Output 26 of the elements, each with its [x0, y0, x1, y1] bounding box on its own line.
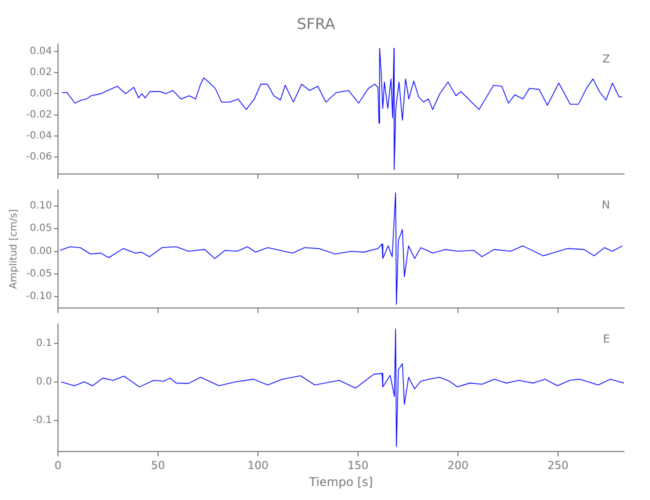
series-label: Z — [602, 52, 610, 66]
y-tick-label: 0.02 — [30, 67, 52, 78]
y-tick-label: -0.02 — [26, 109, 52, 120]
y-tick-label: 0.1 — [36, 338, 52, 349]
y-tick-label: -0.1 — [32, 415, 52, 426]
x-tick-label: 150 — [348, 458, 368, 472]
y-tick-label: 0.00 — [30, 246, 52, 257]
x-axis-title: Tiempo [s] — [308, 474, 373, 489]
y-tick-label: -0.05 — [26, 268, 52, 280]
y-tick-label: 0.10 — [30, 200, 52, 212]
text: N — [602, 198, 610, 212]
y-tick-label: 0.04 — [30, 46, 52, 57]
y-tick-label: -0.10 — [26, 291, 52, 302]
y-tick-label: 0.0 — [36, 376, 52, 388]
y-tick-label: 0.05 — [30, 223, 52, 234]
chart-title: SFRA — [296, 14, 336, 33]
y-tick-label: -0.04 — [26, 130, 52, 142]
x-tick-label: 50 — [151, 458, 165, 472]
y-axis-title: Amplitud [cm/s] — [8, 208, 20, 289]
x-tick-label: 200 — [448, 458, 468, 472]
x-tick-label: 0 — [54, 458, 62, 472]
x-tick-label: 100 — [248, 458, 268, 472]
x-tick-label: 250 — [548, 458, 568, 472]
y-tick-label: 0.00 — [30, 88, 52, 100]
text: E — [603, 332, 610, 346]
y-tick-label: -0.06 — [26, 152, 52, 163]
